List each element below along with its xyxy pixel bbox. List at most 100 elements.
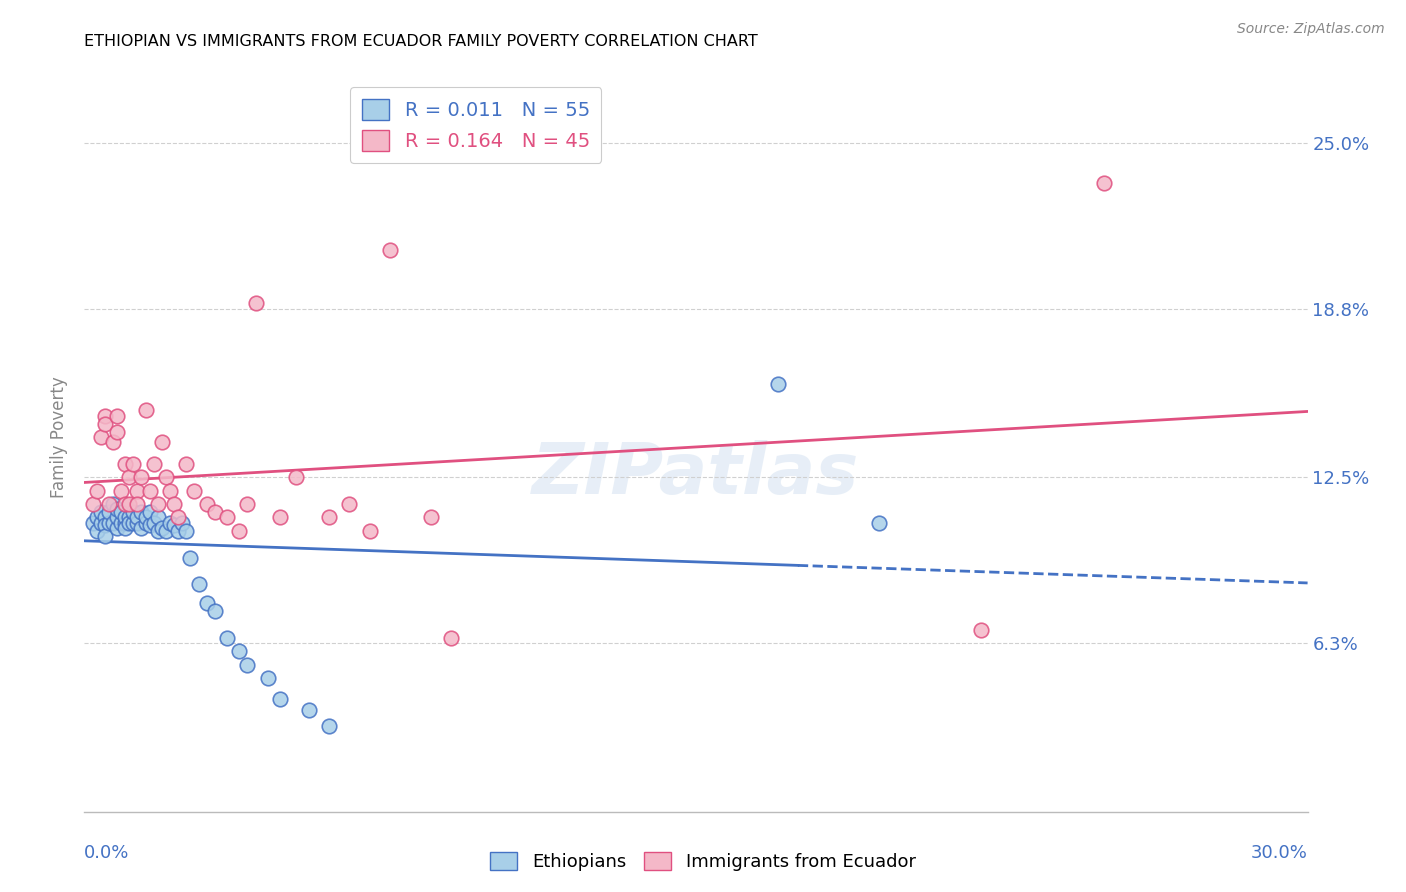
Point (142, 457, 165, 471)
Point (97, 516, 120, 530)
Point (90, 516, 112, 530)
Point (269, 510, 291, 524)
Point (228, 524, 250, 538)
Point (82, 516, 104, 530)
Point (118, 470, 141, 484)
Point (298, 703, 321, 717)
Text: 0.0%: 0.0% (84, 844, 129, 862)
Point (135, 516, 157, 530)
Point (105, 425, 128, 439)
Point (318, 510, 340, 524)
Point (93, 529, 115, 543)
Point (138, 505, 160, 519)
Point (110, 483, 132, 498)
Point (187, 577, 209, 591)
Point (114, 521, 136, 535)
Point (167, 524, 190, 538)
Point (110, 516, 132, 530)
Point (122, 505, 145, 519)
Point (131, 521, 153, 535)
Point (766, 376, 789, 391)
Point (236, 497, 259, 511)
Point (122, 516, 145, 530)
Point (146, 510, 169, 524)
Point (118, 497, 141, 511)
Point (204, 604, 226, 618)
Point (146, 524, 169, 538)
Point (135, 403, 157, 417)
Point (339, 497, 361, 511)
Point (970, 623, 993, 637)
Point (174, 524, 197, 538)
Point (114, 457, 136, 471)
Point (420, 510, 443, 524)
Point (93, 510, 115, 524)
Point (195, 596, 218, 610)
Text: Source: ZipAtlas.com: Source: ZipAtlas.com (1237, 22, 1385, 37)
Point (285, 470, 308, 484)
Point (131, 470, 153, 484)
Point (163, 497, 186, 511)
Point (269, 692, 291, 706)
Point (138, 483, 160, 498)
Point (110, 505, 132, 519)
Point (318, 719, 340, 733)
Point (93, 409, 115, 423)
Point (97, 505, 120, 519)
Point (127, 516, 149, 530)
Point (135, 510, 157, 524)
Point (86, 510, 108, 524)
Point (172, 516, 194, 530)
Point (236, 657, 259, 672)
Point (93, 417, 115, 431)
Point (101, 497, 124, 511)
Point (101, 435, 124, 450)
Point (122, 457, 145, 471)
Point (155, 470, 177, 484)
Point (97, 497, 120, 511)
Point (869, 516, 891, 530)
Point (159, 483, 181, 498)
Point (105, 409, 128, 423)
Point (118, 516, 141, 530)
Point (82, 497, 104, 511)
Point (155, 524, 177, 538)
Point (257, 671, 280, 685)
Legend: R = 0.011   N = 55, R = 0.164   N = 45: R = 0.011 N = 55, R = 0.164 N = 45 (350, 87, 602, 162)
Text: ETHIOPIAN VS IMMIGRANTS FROM ECUADOR FAMILY POVERTY CORRELATION CHART: ETHIOPIAN VS IMMIGRANTS FROM ECUADOR FAM… (84, 34, 758, 49)
Point (127, 510, 149, 524)
Point (131, 505, 153, 519)
Point (93, 518, 115, 533)
Point (163, 518, 186, 533)
Point (118, 510, 141, 524)
Point (440, 631, 463, 645)
Point (142, 516, 165, 530)
Text: ZIPatlas: ZIPatlas (533, 440, 859, 509)
Point (217, 510, 239, 524)
Point (167, 510, 190, 524)
Point (174, 457, 197, 471)
Point (114, 497, 136, 511)
Point (179, 550, 201, 565)
Point (217, 631, 239, 645)
Point (245, 296, 267, 310)
Point (359, 524, 381, 538)
Point (105, 510, 128, 524)
Point (380, 243, 402, 257)
Point (86, 524, 108, 538)
Point (150, 521, 173, 535)
Point (86, 483, 108, 498)
Point (90, 505, 112, 519)
Text: 30.0%: 30.0% (1251, 844, 1308, 862)
Point (114, 510, 136, 524)
Y-axis label: Family Poverty: Family Poverty (51, 376, 69, 498)
Legend: Ethiopians, Immigrants from Ecuador: Ethiopians, Immigrants from Ecuador (484, 845, 922, 879)
Point (1092, 176, 1115, 190)
Point (228, 644, 250, 658)
Point (101, 516, 124, 530)
Point (114, 516, 136, 530)
Point (138, 518, 160, 533)
Point (127, 483, 149, 498)
Point (150, 435, 173, 450)
Point (105, 521, 128, 535)
